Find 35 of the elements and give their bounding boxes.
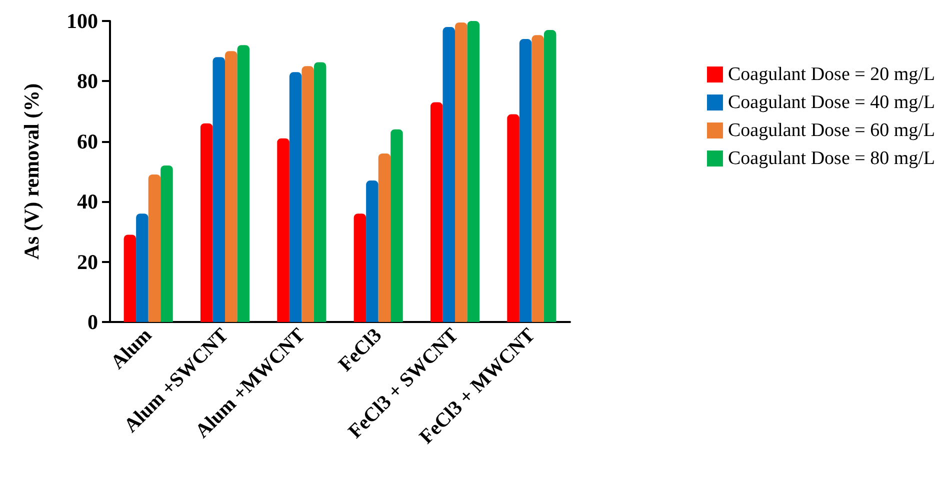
bar bbox=[455, 22, 468, 322]
bar bbox=[390, 129, 403, 322]
bar bbox=[378, 153, 391, 322]
bar bbox=[519, 39, 532, 322]
y-tick-label: 80 bbox=[77, 69, 98, 94]
bar bbox=[532, 35, 544, 322]
bar bbox=[136, 214, 148, 322]
bar bbox=[160, 165, 173, 322]
y-tick-label: 40 bbox=[77, 190, 98, 214]
bar bbox=[302, 66, 314, 322]
legend-label: Coagulant Dose = 60 mg/L bbox=[728, 120, 936, 141]
bar bbox=[507, 114, 520, 322]
bar bbox=[442, 27, 455, 322]
y-tick-label: 20 bbox=[77, 250, 98, 274]
bar bbox=[124, 234, 136, 322]
bar bbox=[314, 62, 326, 322]
y-tick-label: 100 bbox=[66, 9, 98, 33]
bar bbox=[200, 123, 213, 322]
bar bbox=[430, 102, 443, 322]
y-axis-title: As (V) removal (%) bbox=[20, 83, 44, 260]
legend-label: Coagulant Dose = 80 mg/L bbox=[728, 148, 936, 169]
y-tick-label: 0 bbox=[88, 310, 98, 334]
bar bbox=[148, 174, 161, 322]
bar bbox=[544, 30, 556, 322]
bar bbox=[277, 138, 290, 322]
bar bbox=[212, 57, 225, 322]
bar bbox=[354, 214, 366, 322]
bar bbox=[366, 180, 378, 322]
legend-label: Coagulant Dose = 20 mg/L bbox=[728, 64, 936, 85]
bar bbox=[467, 21, 480, 322]
bar bbox=[237, 45, 250, 322]
legend-label: Coagulant Dose = 40 mg/L bbox=[728, 92, 936, 113]
y-tick-label: 60 bbox=[77, 129, 98, 154]
bar bbox=[225, 51, 238, 322]
bar bbox=[289, 72, 302, 322]
